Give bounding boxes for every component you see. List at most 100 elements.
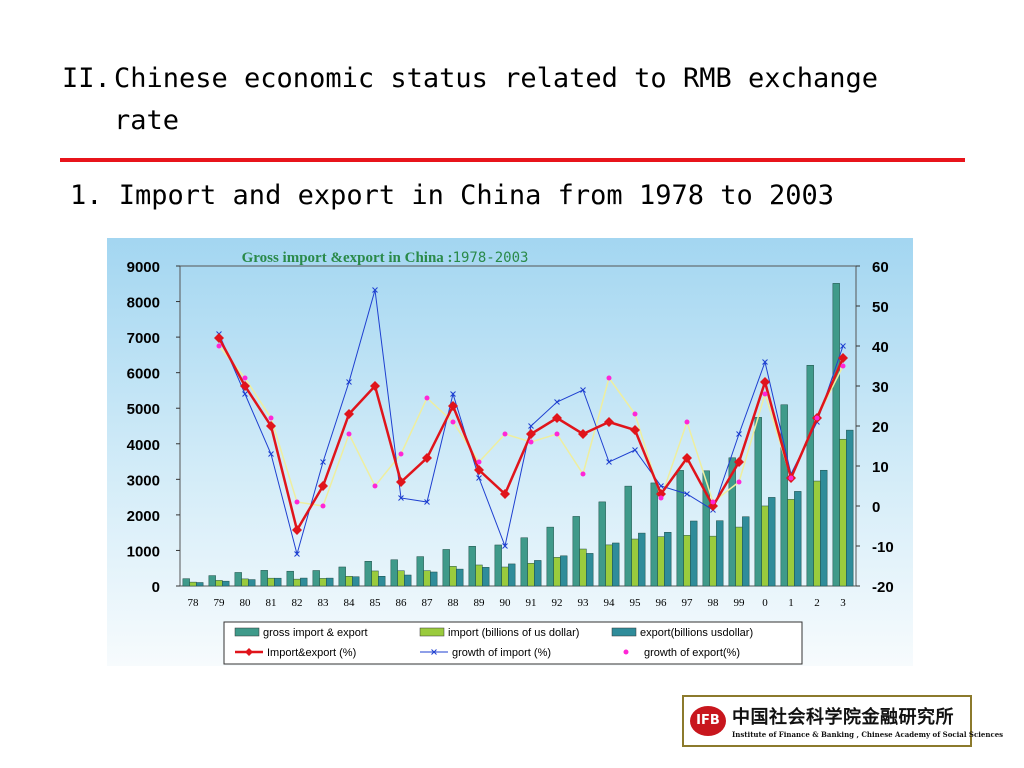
bar-export (456, 568, 464, 587)
left-axis-tick-label: 2000 (127, 508, 160, 525)
legend-item: export(billions usdollar) (611, 627, 753, 639)
right-axis-tick-label: 20 (872, 419, 889, 436)
left-axis-tick-label: 0 (152, 579, 160, 596)
x-axis-tick-label: 81 (266, 597, 277, 609)
bar-export (326, 577, 334, 587)
marker-import-growth (580, 387, 586, 393)
right-axis-tick-label: 60 (872, 259, 889, 276)
x-axis-tick-label: 82 (292, 597, 303, 609)
bar-gross (702, 470, 710, 587)
bar-gross (338, 566, 346, 587)
bar-export (196, 582, 204, 587)
bar-gross (832, 283, 840, 587)
bar-export (664, 532, 672, 587)
x-axis-tick-label: 2 (814, 597, 820, 609)
marker-import-growth (476, 475, 482, 481)
bar-gross (572, 516, 580, 587)
marker-import-growth (294, 551, 300, 557)
marker-import-growth (346, 379, 352, 385)
marker-import-growth (268, 451, 274, 457)
x-axis-tick-label: 94 (604, 597, 616, 609)
legend-frame (223, 621, 803, 665)
right-axis-tick-label: 50 (872, 299, 889, 316)
marker-export-growth (788, 475, 794, 481)
marker-import-export (838, 353, 848, 363)
bar-export (638, 532, 646, 587)
bar-gross (286, 570, 294, 587)
legend-item: Import&export (%) (235, 647, 356, 659)
plot-area: 0100020003000400050006000700080009000-20… (127, 259, 894, 609)
bar-gross (806, 365, 814, 587)
legend-swatch (419, 627, 445, 637)
section-number: II. (62, 63, 111, 94)
ifb-chinese-name: 中国社会科学院金融研究所 (732, 707, 954, 728)
marker-import-growth (554, 399, 560, 405)
legend-label: import (billions of us dollar) (448, 627, 579, 639)
bar-export (274, 577, 282, 587)
chart: Gross import &export in China :1978-2003… (107, 238, 913, 666)
bar-gross (364, 561, 372, 587)
marker-import-growth (632, 447, 638, 453)
marker-import-export (578, 429, 588, 439)
marker-import-growth (450, 391, 456, 397)
marker-import-export (656, 489, 666, 499)
legend-label: growth of export(%) (644, 647, 740, 659)
legend-swatch (611, 627, 637, 637)
bar-gross (546, 526, 554, 587)
left-axis-tick-label: 9000 (127, 259, 160, 276)
bar-import (787, 499, 795, 587)
left-axis-tick-label: 3000 (127, 472, 160, 489)
marker-export-growth (320, 503, 326, 509)
legend-label: Import&export (%) (267, 647, 356, 659)
bar-import (449, 566, 457, 587)
marker-export-growth (424, 395, 430, 401)
legend-item: gross import & export (234, 627, 368, 639)
bar-export (222, 580, 230, 587)
x-axis-tick-label: 85 (370, 597, 382, 609)
bar-import (501, 566, 509, 587)
right-axis-tick-label: 30 (872, 379, 889, 396)
marker-import-growth (684, 491, 690, 497)
bar-gross (312, 570, 320, 587)
marker-export-growth (632, 411, 638, 417)
x-axis-tick-label: 79 (214, 597, 226, 609)
marker-import-growth (502, 543, 508, 549)
bar-export (716, 520, 724, 587)
bar-gross (754, 417, 762, 587)
marker-import-export (708, 501, 718, 511)
bar-gross (442, 549, 450, 587)
bar-gross (780, 404, 788, 587)
marker-import-export (552, 413, 562, 423)
legend-swatch-marker (245, 648, 253, 656)
bar-export (404, 574, 412, 587)
marker-export-growth (450, 419, 456, 425)
bar-export (768, 497, 776, 587)
bar-gross (676, 470, 684, 587)
x-axis-tick-label: 84 (344, 597, 356, 609)
left-axis-tick-label: 7000 (127, 330, 160, 347)
marker-import-export (266, 421, 276, 431)
bar-export (820, 469, 828, 587)
chart-background (107, 238, 913, 666)
x-axis-tick-label: 78 (188, 597, 200, 609)
right-axis-tick-label: -20 (872, 579, 894, 596)
bar-import (735, 526, 743, 587)
left-axis-tick-label: 1000 (127, 543, 160, 560)
x-axis-tick-label: 0 (762, 597, 768, 609)
x-axis-tick-label: 95 (630, 597, 642, 609)
marker-import-growth (424, 499, 430, 505)
legend-item: growth of export(%) (623, 647, 740, 659)
marker-export-growth (684, 419, 690, 425)
marker-export-growth (710, 499, 716, 505)
marker-export-growth (814, 415, 820, 421)
bar-import (371, 570, 379, 587)
bar-gross (390, 559, 398, 587)
bar-import (813, 480, 821, 587)
bar-import (215, 580, 223, 587)
bar-gross (234, 572, 242, 587)
section-title-line1: Chinese economic status related to RMB e… (114, 63, 879, 94)
bar-export (794, 491, 802, 587)
x-axis-tick-label: 96 (656, 597, 668, 609)
bar-export (560, 555, 568, 587)
x-axis-tick-label: 91 (526, 597, 537, 609)
